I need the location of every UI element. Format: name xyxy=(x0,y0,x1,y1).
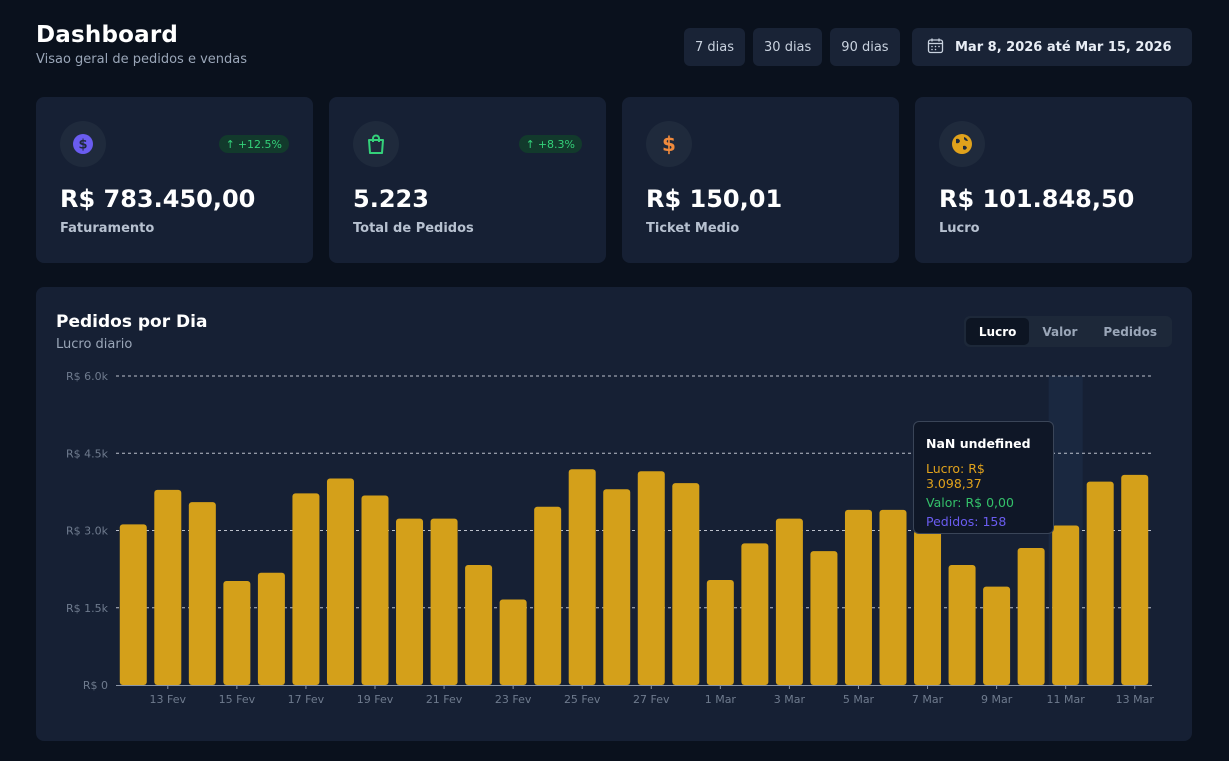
bar xyxy=(879,509,907,685)
chart-title: Pedidos por Dia xyxy=(56,312,208,332)
trend-badge-value: +8.3% xyxy=(537,137,575,151)
svg-text:$: $ xyxy=(662,133,676,155)
date-range-label: Mar 8, 2026 até Mar 15, 2026 xyxy=(955,39,1172,55)
bar xyxy=(361,495,389,685)
kpi-value: R$ 783.450,00 xyxy=(60,185,256,213)
kpi-card-ticket: $ R$ 150,01 Ticket Medio xyxy=(622,97,899,263)
shopping-bag-icon xyxy=(353,121,399,167)
arrow-up-icon: ↑ xyxy=(525,137,535,151)
bar xyxy=(119,524,147,685)
x-tick-label: 13 Mar xyxy=(1116,693,1155,706)
x-tick-label: 1 Mar xyxy=(705,693,737,706)
bar xyxy=(672,483,700,685)
page-title: Dashboard xyxy=(36,22,179,48)
bar xyxy=(223,580,251,685)
chart-tooltip: NaN undefined Lucro: R$ 3.098,37 Valor: … xyxy=(913,421,1054,534)
tooltip-valor: Valor: R$ 0,00 xyxy=(926,495,1014,510)
tab-lucro[interactable]: Lucro xyxy=(965,318,1030,345)
y-tick-label: R$ 6.0k xyxy=(66,370,109,383)
bar xyxy=(741,543,769,685)
bar xyxy=(706,579,734,685)
bar xyxy=(637,471,665,685)
bar xyxy=(914,530,942,685)
dollar-sign-icon: $ xyxy=(646,121,692,167)
bar xyxy=(1121,474,1149,685)
bar xyxy=(396,518,424,685)
metric-toggle: Lucro Valor Pedidos xyxy=(963,316,1172,347)
globe-icon xyxy=(939,121,985,167)
chart-subtitle: Lucro diario xyxy=(56,337,133,352)
x-tick-label: 13 Fev xyxy=(150,693,187,706)
x-tick-label: 7 Mar xyxy=(912,693,944,706)
bar xyxy=(292,493,320,685)
y-tick-label: R$ 0 xyxy=(83,679,108,692)
y-tick-label: R$ 1.5k xyxy=(66,602,109,615)
x-tick-label: 17 Fev xyxy=(288,693,325,706)
tab-pedidos[interactable]: Pedidos xyxy=(1103,324,1157,339)
date-range-picker[interactable]: Mar 8, 2026 até Mar 15, 2026 xyxy=(912,28,1192,66)
kpi-value: R$ 101.848,50 xyxy=(939,185,1135,213)
x-tick-label: 21 Fev xyxy=(426,693,463,706)
arrow-up-icon: ↑ xyxy=(225,137,235,151)
calendar-icon xyxy=(927,37,944,58)
range-30-days-button[interactable]: 30 dias xyxy=(753,28,823,66)
bar xyxy=(430,518,458,685)
x-tick-label: 5 Mar xyxy=(843,693,875,706)
bar xyxy=(1086,481,1114,685)
bar xyxy=(465,565,493,685)
x-tick-label: 27 Fev xyxy=(633,693,670,706)
bar xyxy=(534,506,562,685)
kpi-label: Lucro xyxy=(939,221,980,236)
bar xyxy=(257,572,285,685)
x-tick-label: 11 Mar xyxy=(1047,693,1086,706)
y-tick-label: R$ 4.5k xyxy=(66,447,109,460)
range-7-days-button[interactable]: 7 dias xyxy=(684,28,746,66)
bar xyxy=(810,551,838,685)
bar xyxy=(603,489,631,685)
trend-badge: ↑ +8.3% xyxy=(518,135,582,153)
x-tick-label: 9 Mar xyxy=(981,693,1013,706)
bar xyxy=(499,599,527,685)
kpi-label: Faturamento xyxy=(60,221,155,236)
bar xyxy=(1017,548,1045,685)
tooltip-pedidos: Pedidos: 158 xyxy=(926,514,1007,529)
x-tick-label: 23 Fev xyxy=(495,693,532,706)
trend-badge: ↑ +12.5% xyxy=(218,135,289,153)
bar xyxy=(568,469,596,685)
range-90-days-button[interactable]: 90 dias xyxy=(830,28,900,66)
kpi-label: Ticket Medio xyxy=(646,221,740,236)
bar xyxy=(1052,525,1080,685)
bar xyxy=(983,586,1011,685)
bar xyxy=(326,478,354,685)
kpi-card-orders: ↑ +8.3% 5.223 Total de Pedidos xyxy=(329,97,606,263)
kpi-value: 5.223 xyxy=(353,185,429,213)
kpi-card-profit: R$ 101.848,50 Lucro xyxy=(915,97,1192,263)
x-tick-label: 15 Fev xyxy=(219,693,256,706)
svg-text:$: $ xyxy=(78,138,87,153)
x-tick-label: 25 Fev xyxy=(564,693,601,706)
x-tick-label: 19 Fev xyxy=(357,693,394,706)
range-button-group: 7 dias 30 dias 90 dias xyxy=(684,28,900,66)
dollar-coin-icon: $ xyxy=(60,121,106,167)
kpi-value: R$ 150,01 xyxy=(646,185,783,213)
kpi-label: Total de Pedidos xyxy=(353,221,474,236)
bar xyxy=(154,489,182,685)
page-header: Dashboard Visao geral de pedidos e venda… xyxy=(36,22,247,67)
bar xyxy=(844,509,872,685)
kpi-card-revenue: $ ↑ +12.5% R$ 783.450,00 Faturamento xyxy=(36,97,313,263)
tooltip-lucro: Lucro: R$ 3.098,37 xyxy=(926,461,985,491)
y-tick-label: R$ 3.0k xyxy=(66,525,109,538)
page-subtitle: Visao geral de pedidos e vendas xyxy=(36,52,248,67)
trend-badge-value: +12.5% xyxy=(237,137,282,151)
kpi-cards: $ ↑ +12.5% R$ 783.450,00 Faturamento ↑ +8.… xyxy=(36,97,1192,263)
tab-valor[interactable]: Valor xyxy=(1042,324,1078,339)
tooltip-title: NaN undefined xyxy=(926,436,1031,451)
x-tick-label: 3 Mar xyxy=(774,693,806,706)
bar xyxy=(948,565,976,685)
bar xyxy=(775,518,803,685)
bar xyxy=(188,502,216,685)
